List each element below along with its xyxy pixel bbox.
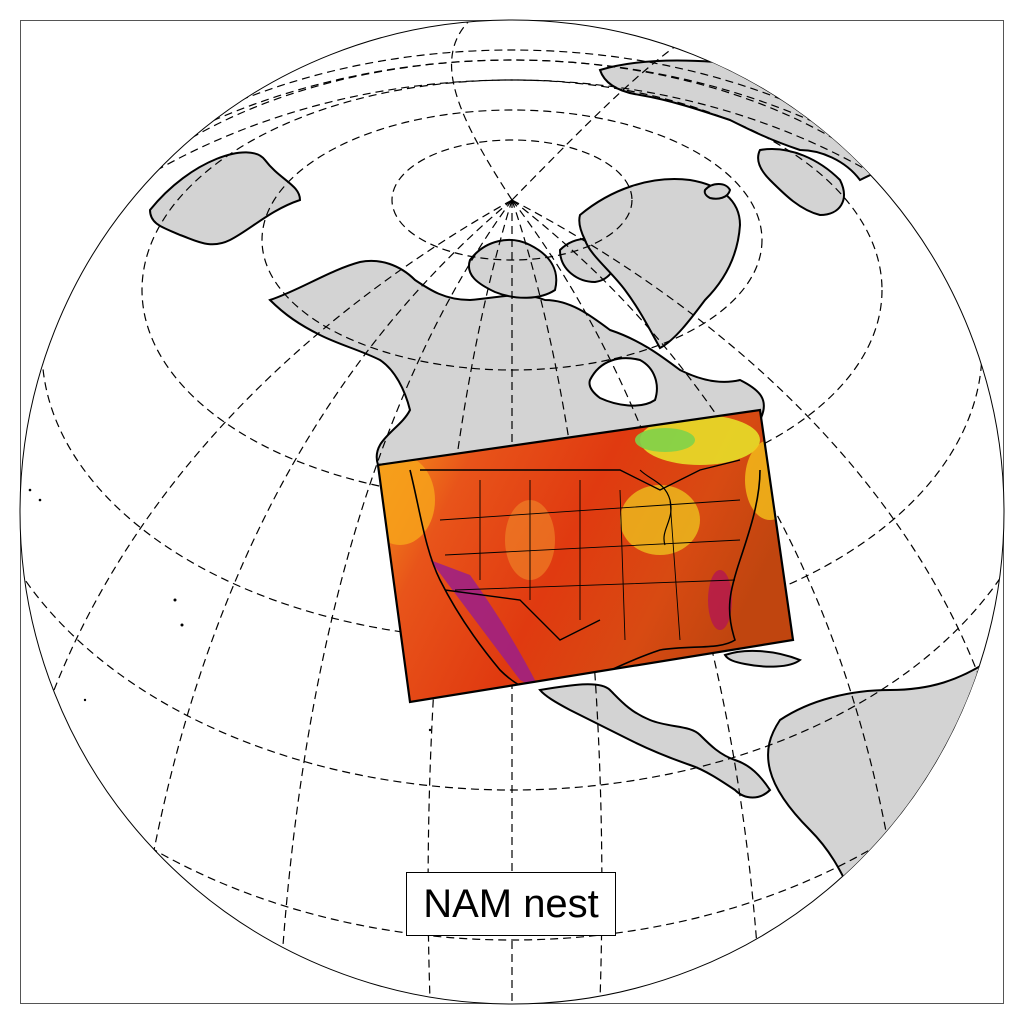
canada-border	[420, 459, 741, 491]
graticule	[20, 20, 1004, 1004]
longitude-line	[511, 199, 1001, 741]
nest-label: NAM nest	[406, 872, 616, 936]
land-north-america	[268, 260, 765, 467]
field-peak	[635, 428, 695, 452]
longitude-line	[511, 29, 701, 201]
nest-boundary	[376, 408, 795, 704]
longitude-line	[139, 199, 513, 931]
land-asia-west	[148, 151, 302, 246]
latitude-line	[20, 79, 1004, 1004]
longitude-line	[279, 199, 513, 991]
land-europe-north	[757, 148, 845, 217]
longitude-line	[450, 20, 513, 201]
great-lakes-outline	[639, 469, 672, 546]
field-high-northeast	[640, 415, 760, 465]
nest-field	[378, 410, 793, 702]
field-low-mexico	[430, 560, 540, 690]
field-low-florida	[708, 570, 732, 630]
land-cuba	[723, 649, 802, 668]
field-high-lakes	[620, 485, 700, 555]
mexico-border	[444, 589, 601, 641]
land-iceland	[703, 183, 732, 200]
longitude-line	[511, 199, 761, 991]
pacific-islands	[28, 488, 432, 732]
state-borders	[439, 480, 741, 641]
latitude-line	[20, 59, 1004, 941]
longitude-line	[29, 199, 513, 761]
land-greenland	[578, 178, 742, 350]
nest-label-text: NAM nest	[423, 881, 599, 926]
hudson-bay	[588, 357, 658, 407]
